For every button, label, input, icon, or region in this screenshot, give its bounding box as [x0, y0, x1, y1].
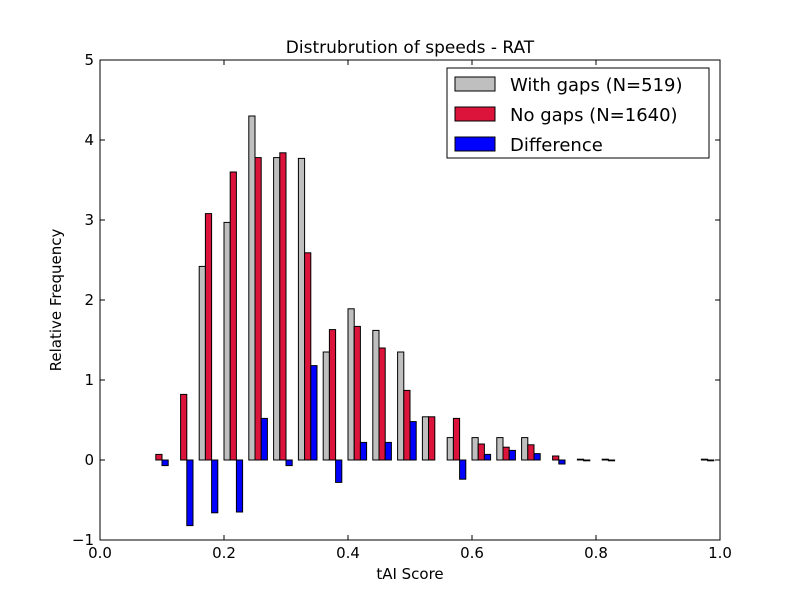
legend-swatch-no-gaps	[454, 106, 496, 122]
bar-with-gaps-5	[223, 221, 231, 461]
bar-difference-15	[483, 453, 492, 461]
bar-difference-24	[707, 459, 715, 462]
bar-difference-7	[285, 459, 293, 467]
legend-label-difference: Difference	[510, 135, 603, 156]
bar-no-gaps-13	[428, 416, 436, 461]
x-axis-label: tAI Score	[376, 565, 443, 583]
bar-no-gaps-20	[601, 458, 609, 461]
bar-with-gaps-16	[496, 437, 504, 461]
bar-no-gaps-6	[254, 157, 262, 461]
x-tick-label-1: 0.2	[212, 544, 236, 562]
x-tick-label-2: 0.4	[336, 544, 360, 562]
bar-no-gaps-17	[527, 444, 535, 461]
bar-with-gaps-9	[322, 351, 330, 461]
bar-difference-17	[533, 453, 541, 461]
bar-no-gaps-7	[279, 152, 287, 461]
legend-swatch-with-gaps	[454, 76, 496, 92]
bar-difference-4	[211, 459, 219, 514]
x-tick-label-4: 0.8	[584, 544, 608, 562]
bar-with-gaps-10	[347, 308, 355, 461]
bar-difference-14	[459, 459, 467, 480]
bar-difference-11	[384, 441, 392, 461]
y-tick-label-4: 3	[84, 211, 94, 229]
y-tick-label-5: 4	[84, 131, 94, 149]
y-tick-label-1: 0	[84, 451, 94, 469]
bar-no-gaps-11	[378, 347, 386, 461]
bar-difference-18	[558, 459, 566, 465]
bar-no-gaps-19	[576, 458, 585, 461]
legend-label-with-gaps: With gaps (N=519)	[510, 75, 683, 96]
bar-difference-19	[583, 459, 591, 462]
y-tick-label-6: 5	[84, 51, 94, 69]
y-axis-label: Relative Frequency	[47, 229, 65, 372]
bar-no-gaps-12	[403, 389, 411, 461]
bar-no-gaps-18	[552, 455, 560, 461]
y-tick-label-3: 2	[84, 291, 94, 309]
bar-difference-8	[310, 365, 318, 461]
bar-no-gaps-14	[452, 417, 461, 461]
bar-no-gaps-3	[180, 393, 188, 461]
y-tick-label-0: −1	[72, 531, 94, 549]
x-tick-label-0: 0.0	[88, 544, 112, 562]
bar-no-gaps-15	[477, 443, 485, 461]
legend: With gaps (N=519) No gaps (N=1640) Diffe…	[446, 67, 710, 159]
bar-no-gaps-8	[304, 252, 312, 461]
bar-with-gaps-12	[397, 351, 405, 461]
bar-with-gaps-17	[521, 437, 529, 461]
bar-with-gaps-6	[248, 115, 256, 461]
bar-difference-2	[161, 459, 169, 467]
bars-group	[155, 115, 715, 527]
bar-difference-16	[508, 449, 516, 461]
bar-difference-9	[335, 459, 343, 483]
bar-with-gaps-11	[372, 329, 380, 461]
bar-difference-6	[260, 417, 268, 461]
bar-with-gaps-7	[273, 157, 281, 461]
bar-no-gaps-9	[328, 329, 337, 461]
bar-difference-5	[235, 459, 244, 513]
chart-title: Distrubrution of speeds - RAT	[286, 38, 535, 58]
bar-difference-3	[186, 459, 194, 527]
bar-with-gaps-14	[446, 437, 454, 461]
bar-no-gaps-4	[204, 213, 213, 461]
bar-no-gaps-5	[229, 171, 237, 461]
y-tick-label-2: 1	[84, 371, 94, 389]
bar-difference-20	[607, 459, 616, 462]
x-tick-label-3: 0.6	[460, 544, 484, 562]
legend-swatch-difference	[454, 136, 496, 152]
bar-with-gaps-15	[471, 437, 479, 461]
bar-no-gaps-10	[353, 325, 361, 461]
bar-no-gaps-24	[700, 458, 709, 461]
legend-label-no-gaps: No gaps (N=1640)	[510, 105, 678, 126]
bar-with-gaps-13	[421, 416, 430, 461]
bar-no-gaps-2	[155, 453, 163, 461]
bar-with-gaps-8	[297, 157, 306, 461]
ticks-group: 0.0 0.2 0.4 0.6 0.8 1.0 −1 0 1 2 3 4 5	[72, 51, 732, 562]
bar-difference-12	[409, 421, 417, 461]
bar-with-gaps-4	[198, 265, 206, 461]
bar-no-gaps-16	[502, 446, 510, 461]
bar-difference-10	[359, 441, 368, 461]
x-tick-label-5: 1.0	[708, 544, 732, 562]
